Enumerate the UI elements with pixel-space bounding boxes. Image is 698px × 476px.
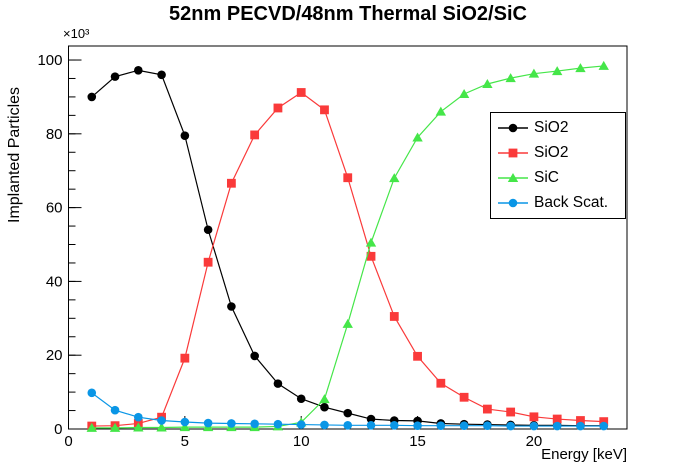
x-axis-title: Energy [keV] xyxy=(541,446,627,463)
svg-text:40: 40 xyxy=(46,273,63,290)
chart-title: 52nm PECVD/48nm Thermal SiO2/SiC xyxy=(169,3,527,25)
svg-text:20: 20 xyxy=(46,347,63,364)
y-axis-multiplier: ×10³ xyxy=(63,26,90,41)
sio2-thermal-marker-icon xyxy=(498,148,528,158)
svg-text:80: 80 xyxy=(46,126,63,143)
legend-label: SiO2 xyxy=(534,119,569,137)
sic-marker-icon xyxy=(498,172,528,182)
legend-item-back-scat: Back Scat. xyxy=(497,192,625,214)
legend-label: SiO2 xyxy=(534,144,569,162)
svg-text:0: 0 xyxy=(64,433,72,450)
svg-text:100: 100 xyxy=(37,52,62,69)
svg-text:20: 20 xyxy=(526,433,543,450)
sio2-pecvd-marker-icon xyxy=(498,124,528,133)
svg-text:10: 10 xyxy=(293,433,310,450)
legend-item-sio2-thermal: SiO2 xyxy=(497,142,625,164)
legend-box: SiO2 SiO2 SiC Back Scat. xyxy=(490,112,626,219)
svg-text:60: 60 xyxy=(46,200,63,217)
legend-label: Back Scat. xyxy=(534,193,609,211)
svg-text:0: 0 xyxy=(54,421,62,438)
back-scat-marker-icon xyxy=(498,198,528,207)
svg-text:15: 15 xyxy=(409,433,426,450)
legend-item-sio2-pecvd: SiO2 xyxy=(497,117,625,139)
legend-label: SiC xyxy=(534,168,559,186)
svg-text:5: 5 xyxy=(181,433,189,450)
legend-item-sic: SiC xyxy=(497,167,625,189)
